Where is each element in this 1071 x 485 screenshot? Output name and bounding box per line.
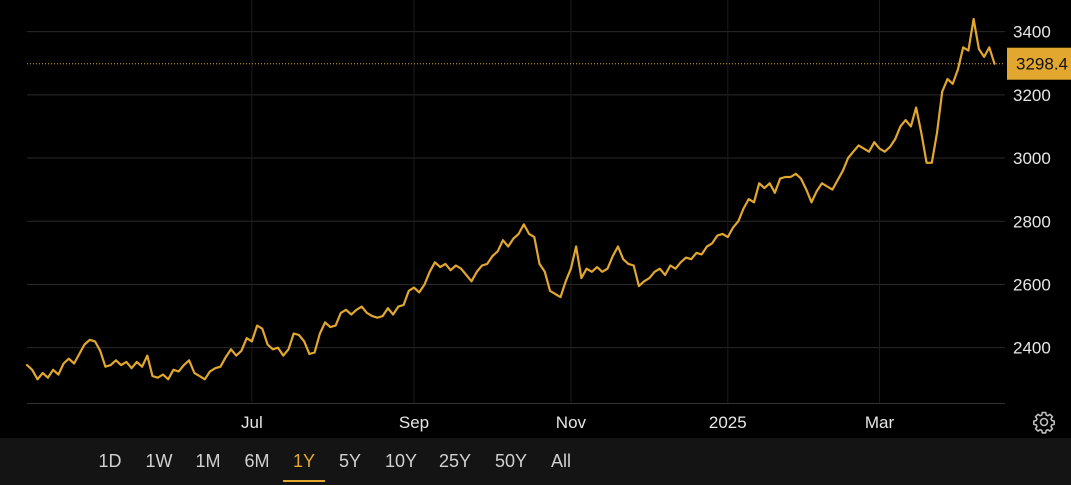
last-value-label: 3298.4 xyxy=(1016,55,1068,74)
y-tick-label: 3000 xyxy=(1013,149,1051,168)
active-range-indicator xyxy=(283,480,325,482)
series-line xyxy=(25,17,996,381)
range-button-1w[interactable]: 1W xyxy=(145,451,173,471)
x-tick-label: Sep xyxy=(399,413,429,432)
x-tick-label: Nov xyxy=(556,413,587,432)
last-value-tag xyxy=(1007,47,1071,80)
range-button-10y[interactable]: 10Y xyxy=(384,451,418,471)
y-tick-label: 2600 xyxy=(1013,275,1051,294)
range-button-1m[interactable]: 1M xyxy=(195,451,221,471)
range-selector: 1D 1W 1M 6M 1Y 5Y 10Y 25Y 50Y All xyxy=(0,438,1071,485)
range-button-1d[interactable]: 1D xyxy=(98,451,122,471)
range-button-1y[interactable]: 1Y xyxy=(292,451,316,471)
price-chart: 2400 2600 2800 3000 3200 3400 Jul Sep Nov 2025 Mar… xyxy=(25,0,1071,432)
gear-icon[interactable] xyxy=(1032,410,1056,434)
y-tick-label: 3200 xyxy=(1013,86,1051,105)
range-button-all[interactable]: All xyxy=(550,451,571,471)
range-button-25y[interactable]: 25Y xyxy=(438,451,472,471)
range-button-50y[interactable]: 50Y xyxy=(494,451,528,471)
x-tick-label: Mar xyxy=(865,413,895,432)
range-button-5y[interactable]: 5Y xyxy=(338,451,362,471)
range-button-6m[interactable]: 6M xyxy=(244,451,270,471)
x-tick-label: Jul xyxy=(241,413,263,432)
y-tick-label: 2800 xyxy=(1013,212,1051,231)
x-tick-label: 2025 xyxy=(709,413,747,432)
y-tick-label: 2400 xyxy=(1013,339,1051,358)
y-tick-label: 3400 xyxy=(1013,23,1051,42)
